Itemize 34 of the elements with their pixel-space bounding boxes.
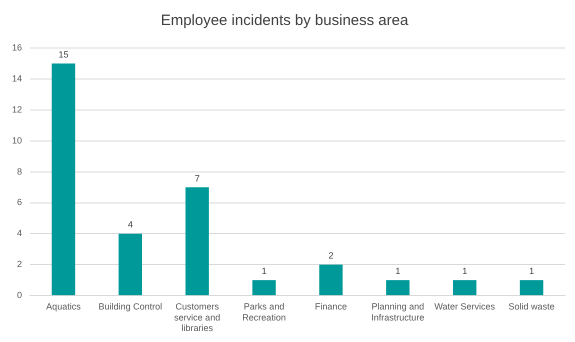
y-tick-label: 0 [16,290,22,300]
y-tick-label: 14 [12,73,22,84]
x-tick-label: Finance [314,301,347,312]
bar [52,63,76,296]
x-tick-label: Planning and Infrastructure [371,301,424,322]
data-label: 1 [529,266,534,276]
x-tick-label: Building Control [98,301,162,312]
x-tick-label: Water Services [434,301,496,312]
data-label: 1 [395,266,400,276]
y-tick-label: 12 [12,104,22,114]
bar [118,234,142,296]
y-tick-label: 4 [16,228,22,238]
y-tick-label: 6 [16,197,22,208]
x-tick-label: Solid waste [508,301,555,312]
x-tick-label: Customers service and libraries [174,301,220,334]
y-tick-label: 10 [12,135,22,146]
bar [386,280,410,296]
data-label: 1 [462,266,468,276]
bar [520,280,544,296]
bar [319,264,343,296]
data-label: 2 [328,250,334,261]
data-label: 4 [128,220,133,230]
x-tick-label: Aquatics [46,301,82,312]
x-tick-label: Parks and Recreation [242,301,286,322]
chart-title: Employee incidents by business area [160,12,409,30]
y-tick-label: 2 [16,259,22,270]
bar [452,280,476,296]
y-tick-label: 8 [16,166,22,176]
bar [185,187,209,296]
data-label: 7 [194,173,200,184]
bar [252,280,276,296]
data-label: 1 [262,266,267,276]
data-label: 15 [58,49,68,60]
y-tick-label: 16 [12,42,22,52]
